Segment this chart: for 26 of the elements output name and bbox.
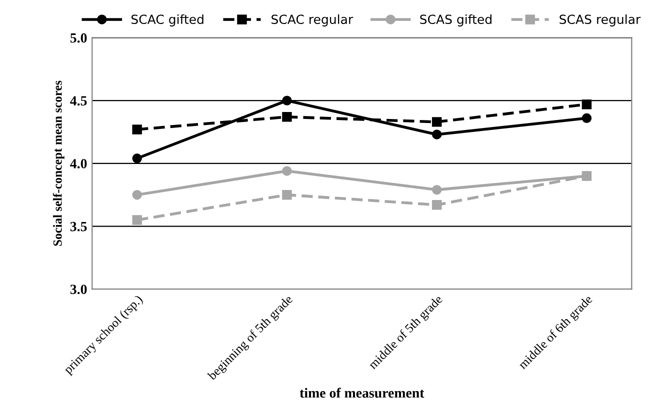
legend-label: SCAC regular	[272, 14, 354, 26]
y-tick-label: 4.0	[70, 158, 87, 168]
legend-label: SCAS gifted	[420, 14, 492, 26]
legend-label: SCAC gifted	[131, 14, 204, 26]
y-axis-title: Social self-concept mean scores	[52, 80, 64, 246]
point	[132, 124, 142, 134]
point	[582, 99, 592, 110]
legend-label: SCAS regular	[560, 14, 641, 26]
point	[432, 130, 442, 140]
y-tick-label: 3.5	[70, 222, 87, 232]
point	[282, 166, 292, 176]
point	[282, 96, 292, 106]
y-tick-label: 5.0	[70, 33, 87, 43]
point	[282, 112, 292, 122]
point	[582, 171, 592, 181]
point	[132, 215, 142, 225]
y-tick-label: 3.0	[70, 284, 87, 294]
point	[132, 154, 142, 164]
point	[582, 113, 592, 124]
x-axis-title: time of measurement	[300, 388, 424, 398]
point	[432, 117, 442, 127]
point	[132, 190, 142, 200]
point	[282, 190, 292, 200]
point	[432, 184, 442, 195]
y-tick-label: 4.5	[70, 96, 87, 106]
point	[432, 200, 442, 210]
